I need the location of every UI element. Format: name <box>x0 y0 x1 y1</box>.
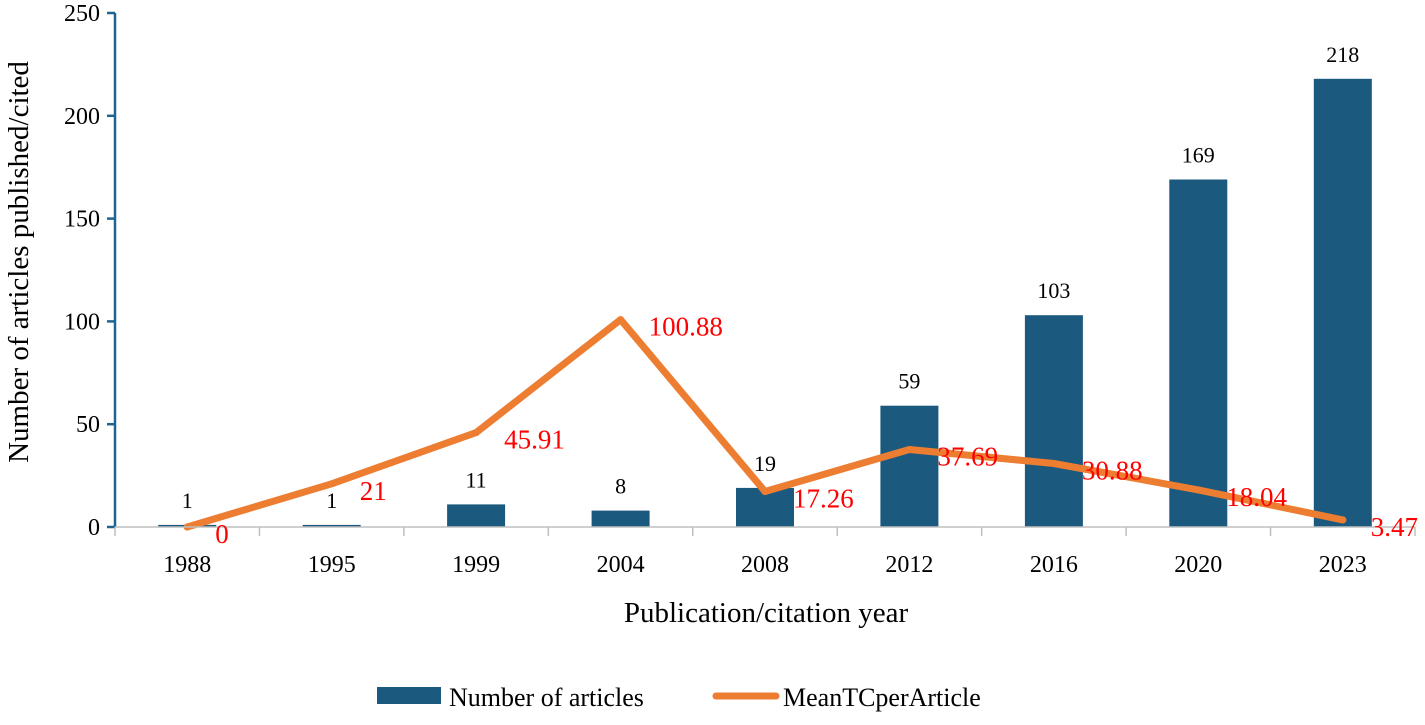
legend-bar-label: Number of articles <box>449 683 644 712</box>
x-axis-title: Publication/citation year <box>624 597 909 629</box>
y-tick-label-150: 150 <box>64 207 100 233</box>
legend-bar-swatch <box>377 687 441 704</box>
bar-value-label-2012: 59 <box>898 369 920 394</box>
line-value-label-2012: 37.69 <box>937 442 998 472</box>
y-axis-title: Number of articles published/cited <box>3 61 35 463</box>
axes-group: 0 50 100 150 200 250 1988 1995 1999 2004 2008 2012 2… <box>64 1 1416 578</box>
line-point-2020 <box>1194 486 1202 494</box>
x-tick-label-2016: 2016 <box>1030 552 1078 578</box>
bar-2004 <box>591 510 650 527</box>
bar-value-label-2020: 169 <box>1182 143 1215 168</box>
line-point-2012 <box>905 446 913 453</box>
line-value-label-2004: 100.88 <box>649 312 723 342</box>
bar-value-label-2008: 19 <box>754 451 776 476</box>
y-tick-label-250: 250 <box>64 1 100 27</box>
line-value-label-2008: 17.26 <box>793 484 854 514</box>
legend-line-label: MeanTCperArticle <box>783 683 981 712</box>
bar-2020 <box>1169 179 1228 527</box>
bar-1999 <box>447 504 506 527</box>
x-tick-label-2008: 2008 <box>741 552 789 578</box>
bar-value-label-1995: 1 <box>326 488 337 513</box>
x-tick-label-2012: 2012 <box>885 552 933 578</box>
bar-2016 <box>1024 315 1083 527</box>
line-point-2004 <box>617 316 625 324</box>
bar-1995 <box>302 524 361 527</box>
legend: Number of articles MeanTCperArticle <box>377 683 981 712</box>
labels-group: 1 111 8195910316921802145.91100.8817.2637.… <box>182 42 1418 549</box>
line-point-1995 <box>328 480 336 488</box>
line-point-2016 <box>1050 460 1058 467</box>
x-tick-label-2023: 2023 <box>1319 552 1367 578</box>
x-tick-label-1988: 1988 <box>163 552 211 578</box>
line-point-2023 <box>1339 516 1347 524</box>
line-value-label-2016: 30.88 <box>1082 456 1143 486</box>
line-value-label-1988: 0 <box>215 519 229 549</box>
bar-value-label-1988: 1 <box>182 488 193 513</box>
bar-value-label-2004: 8 <box>615 474 626 499</box>
y-tick-label-0: 0 <box>88 515 100 541</box>
bar-value-label-2023: 218 <box>1326 42 1359 67</box>
line-value-label-1995: 21 <box>360 476 387 506</box>
line-point-2008 <box>761 488 769 495</box>
line-value-label-2020: 18.04 <box>1226 482 1287 512</box>
bar-2012 <box>880 405 939 527</box>
line-value-label-2023: 3.47 <box>1371 512 1418 542</box>
bar-value-label-2016: 103 <box>1037 278 1070 303</box>
x-tick-label-1999: 1999 <box>452 552 500 578</box>
bar-2023 <box>1313 78 1372 528</box>
x-tick-label-2020: 2020 <box>1174 552 1222 578</box>
line-group <box>183 316 1347 531</box>
y-tick-label-100: 100 <box>64 309 100 335</box>
line-point-1999 <box>472 429 480 437</box>
bar-value-label-1999: 11 <box>466 467 487 492</box>
x-tick-label-1995: 1995 <box>308 552 356 578</box>
x-tick-label-2004: 2004 <box>597 552 645 578</box>
y-tick-label-200: 200 <box>64 104 100 130</box>
line-value-label-1999: 45.91 <box>504 425 565 455</box>
y-tick-label-50: 50 <box>76 412 100 438</box>
